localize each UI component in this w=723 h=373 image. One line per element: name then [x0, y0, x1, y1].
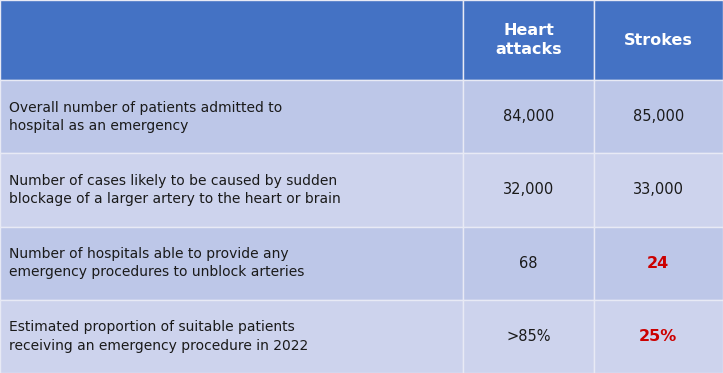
Text: Heart
attacks: Heart attacks	[495, 23, 562, 57]
Text: 33,000: 33,000	[633, 182, 684, 197]
Bar	[463, 80, 594, 153]
Text: 85,000: 85,000	[633, 109, 684, 124]
Text: Number of hospitals able to provide any
emergency procedures to unblock arteries: Number of hospitals able to provide any …	[9, 247, 304, 279]
Bar	[0, 226, 463, 300]
Bar	[594, 300, 723, 373]
Bar	[0, 153, 463, 226]
Text: Overall number of patients admitted to
hospital as an emergency: Overall number of patients admitted to h…	[9, 101, 282, 133]
Bar	[0, 300, 463, 373]
Bar	[594, 226, 723, 300]
Bar	[463, 153, 594, 226]
Bar	[463, 300, 594, 373]
Text: 25%: 25%	[639, 329, 677, 344]
Text: 84,000: 84,000	[503, 109, 554, 124]
Text: >85%: >85%	[506, 329, 551, 344]
Bar	[594, 80, 723, 153]
Text: 24: 24	[647, 256, 669, 271]
Text: 68: 68	[519, 256, 538, 271]
Text: Strokes: Strokes	[624, 32, 693, 48]
Bar	[0, 80, 463, 153]
Bar	[0, 0, 463, 80]
Bar	[594, 0, 723, 80]
Bar	[463, 0, 594, 80]
Text: Estimated proportion of suitable patients
receiving an emergency procedure in 20: Estimated proportion of suitable patient…	[9, 320, 308, 352]
Bar	[594, 153, 723, 226]
Text: 32,000: 32,000	[503, 182, 554, 197]
Bar	[463, 226, 594, 300]
Text: Number of cases likely to be caused by sudden
blockage of a larger artery to the: Number of cases likely to be caused by s…	[9, 174, 341, 206]
